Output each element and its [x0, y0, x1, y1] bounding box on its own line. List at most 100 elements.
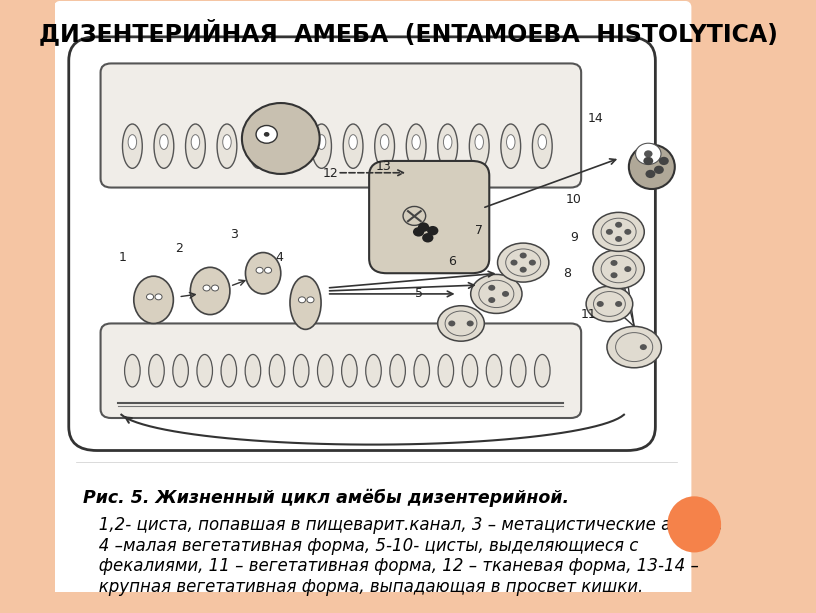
Circle shape — [520, 253, 527, 259]
Ellipse shape — [593, 212, 645, 251]
Text: 7: 7 — [475, 224, 483, 237]
FancyBboxPatch shape — [100, 324, 581, 418]
Ellipse shape — [264, 132, 269, 137]
Circle shape — [488, 297, 495, 303]
Ellipse shape — [510, 354, 526, 387]
Circle shape — [643, 157, 654, 165]
Ellipse shape — [471, 275, 522, 313]
Circle shape — [636, 143, 661, 164]
Ellipse shape — [344, 124, 363, 169]
Circle shape — [211, 285, 219, 291]
Ellipse shape — [586, 286, 632, 322]
Ellipse shape — [375, 124, 394, 169]
Circle shape — [147, 294, 153, 300]
Ellipse shape — [462, 354, 477, 387]
Ellipse shape — [256, 126, 277, 143]
Ellipse shape — [390, 354, 406, 387]
Circle shape — [448, 321, 455, 326]
Text: 1,2- циста, попавшая в пищеварит.канал, 3 – метацистические амебы,
   4 –малая в: 1,2- циста, попавшая в пищеварит.канал, … — [83, 516, 723, 596]
Text: Рис. 5. Жизненный цикл амёбы дизентерийной.: Рис. 5. Жизненный цикл амёбы дизентерийн… — [83, 489, 569, 507]
Circle shape — [615, 222, 622, 227]
Circle shape — [427, 226, 438, 235]
Ellipse shape — [498, 243, 549, 282]
Text: 4: 4 — [275, 251, 283, 264]
Circle shape — [264, 267, 272, 273]
Circle shape — [615, 236, 622, 242]
FancyBboxPatch shape — [100, 63, 581, 188]
Ellipse shape — [269, 354, 285, 387]
Circle shape — [203, 285, 210, 291]
Circle shape — [511, 260, 517, 265]
Ellipse shape — [342, 354, 357, 387]
Ellipse shape — [246, 253, 281, 294]
Ellipse shape — [197, 354, 212, 387]
Ellipse shape — [486, 354, 502, 387]
Ellipse shape — [406, 124, 426, 169]
Circle shape — [606, 229, 613, 235]
Circle shape — [155, 294, 162, 300]
Ellipse shape — [173, 354, 188, 387]
Ellipse shape — [312, 124, 331, 169]
Ellipse shape — [607, 326, 662, 368]
Ellipse shape — [629, 145, 675, 189]
Ellipse shape — [255, 135, 263, 150]
Ellipse shape — [317, 135, 326, 150]
Ellipse shape — [286, 135, 295, 150]
Circle shape — [654, 166, 664, 174]
Ellipse shape — [128, 135, 136, 150]
Circle shape — [624, 229, 632, 235]
Text: 2: 2 — [175, 243, 184, 256]
Ellipse shape — [245, 354, 260, 387]
Ellipse shape — [475, 135, 483, 150]
Ellipse shape — [414, 354, 429, 387]
Ellipse shape — [290, 276, 321, 329]
Ellipse shape — [469, 124, 489, 169]
Circle shape — [596, 301, 604, 307]
Ellipse shape — [412, 135, 420, 150]
Text: 13: 13 — [375, 160, 391, 173]
Text: 14: 14 — [588, 113, 603, 126]
Circle shape — [413, 227, 424, 237]
Ellipse shape — [593, 249, 645, 289]
Ellipse shape — [191, 135, 200, 150]
Ellipse shape — [242, 103, 320, 174]
Ellipse shape — [294, 354, 309, 387]
Circle shape — [610, 272, 618, 278]
Ellipse shape — [438, 124, 458, 169]
Ellipse shape — [154, 124, 174, 169]
Ellipse shape — [185, 124, 206, 169]
Circle shape — [529, 260, 536, 265]
Ellipse shape — [380, 135, 389, 150]
Ellipse shape — [534, 354, 550, 387]
Ellipse shape — [437, 306, 485, 341]
Circle shape — [624, 266, 632, 272]
Ellipse shape — [190, 267, 230, 314]
Circle shape — [418, 223, 429, 232]
Circle shape — [520, 267, 527, 273]
Ellipse shape — [507, 135, 515, 150]
Circle shape — [644, 150, 653, 158]
Circle shape — [488, 285, 495, 291]
Text: 10: 10 — [566, 194, 582, 207]
Ellipse shape — [122, 124, 142, 169]
Ellipse shape — [349, 135, 357, 150]
Ellipse shape — [501, 124, 521, 169]
Ellipse shape — [149, 354, 164, 387]
Text: 1: 1 — [119, 251, 126, 264]
FancyBboxPatch shape — [55, 1, 690, 598]
Text: 12: 12 — [322, 167, 338, 180]
Circle shape — [610, 260, 618, 266]
Ellipse shape — [532, 124, 552, 169]
Circle shape — [299, 297, 305, 303]
Text: ДИЗЕНТЕРИЙНАЯ  АМЕБА  (ENTAMOEBA  HISTOLYTICA): ДИЗЕНТЕРИЙНАЯ АМЕБА (ENTAMOEBA HISTOLYTI… — [38, 19, 778, 46]
Ellipse shape — [317, 354, 333, 387]
Ellipse shape — [160, 135, 168, 150]
Ellipse shape — [125, 354, 140, 387]
FancyBboxPatch shape — [369, 161, 490, 273]
Circle shape — [422, 233, 433, 243]
Circle shape — [645, 170, 655, 178]
Ellipse shape — [134, 276, 173, 324]
Ellipse shape — [221, 354, 237, 387]
Ellipse shape — [438, 354, 454, 387]
Text: 8: 8 — [563, 267, 571, 280]
